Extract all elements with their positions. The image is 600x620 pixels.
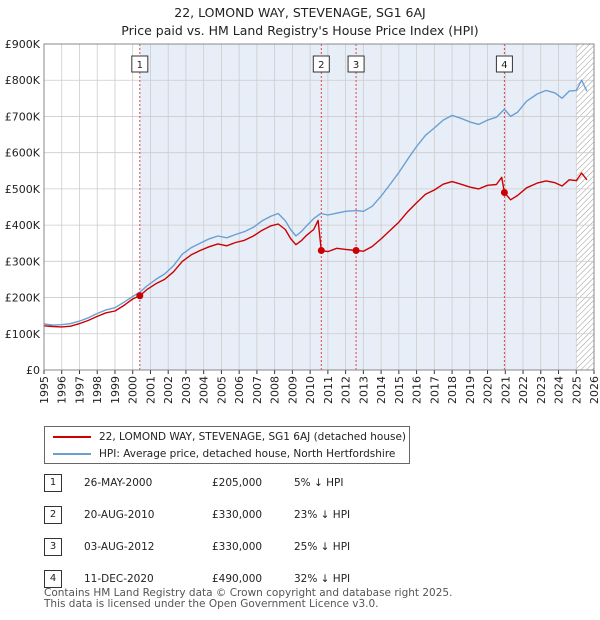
x-tick-label: 2013 bbox=[357, 376, 370, 404]
sale-price: £205,000 bbox=[212, 477, 263, 489]
footer-line-1: Contains HM Land Registry data © Crown c… bbox=[44, 587, 453, 599]
x-tick-label: 2019 bbox=[464, 376, 477, 404]
sale-dot bbox=[317, 246, 325, 254]
x-tick-label: 2024 bbox=[553, 376, 566, 404]
sale-label-text: 1 bbox=[137, 60, 143, 71]
x-tick-label: 2003 bbox=[180, 376, 193, 404]
chart-title: 22, LOMOND WAY, STEVENAGE, SG1 6AJ Price… bbox=[0, 4, 600, 40]
hpi-line bbox=[43, 79, 588, 326]
sale-number: 1 bbox=[44, 474, 62, 492]
sale-dots bbox=[136, 189, 508, 300]
x-tick-label: 2022 bbox=[517, 376, 530, 404]
x-tick-label: 2011 bbox=[322, 376, 335, 404]
sale-number: 4 bbox=[44, 570, 62, 588]
x-tick-label: 2025 bbox=[570, 376, 583, 404]
plot-background bbox=[44, 44, 594, 370]
sale-label-text: 3 bbox=[353, 60, 359, 71]
legend-label-property: 22, LOMOND WAY, STEVENAGE, SG1 6AJ (deta… bbox=[99, 431, 407, 443]
sale-row: 4 11-DEC-2020 £490,000 32% ↓ HPI bbox=[44, 570, 424, 588]
x-tick-label: 2014 bbox=[375, 376, 388, 404]
sale-price: £330,000 bbox=[212, 541, 263, 553]
sale-row: 2 20-AUG-2010 £330,000 23% ↓ HPI bbox=[44, 506, 424, 524]
legend-swatch-property bbox=[53, 436, 91, 438]
x-tick-label: 2012 bbox=[340, 376, 353, 404]
x-tick-label: 2010 bbox=[304, 376, 317, 404]
footer-line-2: This data is licensed under the Open Gov… bbox=[44, 598, 379, 610]
y-tick-label: £600K bbox=[5, 147, 41, 160]
sale-dot bbox=[352, 246, 360, 254]
legend-item-property: 22, LOMOND WAY, STEVENAGE, SG1 6AJ (deta… bbox=[53, 429, 406, 445]
y-tick-label: £700K bbox=[5, 110, 41, 123]
x-tick-label: 2023 bbox=[535, 376, 548, 404]
legend-label-hpi: HPI: Average price, detached house, Nort… bbox=[99, 448, 396, 460]
x-tick-label: 2009 bbox=[286, 376, 299, 404]
title-line-1: 22, LOMOND WAY, STEVENAGE, SG1 6AJ bbox=[174, 5, 426, 20]
x-tick-label: 2002 bbox=[162, 376, 175, 404]
shaded-period bbox=[139, 44, 577, 370]
x-tick-label: 2000 bbox=[127, 376, 140, 404]
sale-dot bbox=[500, 189, 508, 197]
y-tick-label: £900K bbox=[5, 38, 41, 51]
sale-date: 20-AUG-2010 bbox=[84, 509, 155, 521]
y-tick-label: £0 bbox=[26, 364, 40, 377]
sale-date: 03-AUG-2012 bbox=[84, 541, 155, 553]
plot-frame bbox=[43, 43, 595, 371]
sale-price: £330,000 bbox=[212, 509, 263, 521]
title-line-2: Price paid vs. HM Land Registry's House … bbox=[121, 23, 479, 38]
sale-label-box bbox=[495, 55, 513, 73]
sale-date: 11-DEC-2020 bbox=[84, 573, 154, 585]
y-tick-label: £800K bbox=[5, 74, 41, 87]
x-tick-label: 1999 bbox=[109, 376, 122, 404]
sale-label-box bbox=[131, 55, 149, 73]
sale-hpi-diff: 23% ↓ HPI bbox=[294, 509, 351, 521]
y-axis: £0 £100K £200K £300K £400K £500K £600K £700K £80… bbox=[5, 38, 41, 377]
sale-dot bbox=[136, 292, 144, 300]
x-tick-label: 2018 bbox=[446, 376, 459, 404]
sale-label-text: 4 bbox=[501, 60, 507, 71]
sale-date: 26-MAY-2000 bbox=[84, 477, 153, 489]
x-tick-label: 2021 bbox=[499, 376, 512, 404]
sale-label-box bbox=[347, 55, 365, 73]
sale-row: 3 03-AUG-2012 £330,000 25% ↓ HPI bbox=[44, 538, 424, 556]
sale-price: £490,000 bbox=[212, 573, 263, 585]
x-tick-label: 2007 bbox=[251, 376, 264, 404]
y-tick-label: £400K bbox=[5, 219, 41, 232]
sale-hpi-diff: 5% ↓ HPI bbox=[294, 477, 344, 489]
forecast-hatch bbox=[576, 44, 594, 370]
x-tick-label: 2015 bbox=[393, 376, 406, 404]
x-tick-label: 1998 bbox=[91, 376, 104, 404]
sale-row: 1 26-MAY-2000 £205,000 5% ↓ HPI bbox=[44, 474, 424, 492]
x-tick-label: 2006 bbox=[233, 376, 246, 404]
footer-attribution: Contains HM Land Registry data © Crown c… bbox=[44, 588, 452, 610]
x-tick-label: 1995 bbox=[38, 376, 51, 404]
grid-lines bbox=[43, 43, 595, 371]
x-axis: 1995 1996 1997 1998 1999 2000 2001 2002 2003 2004… bbox=[38, 43, 600, 404]
legend-swatch-hpi bbox=[53, 453, 91, 455]
x-tick-label: 2001 bbox=[144, 376, 157, 404]
legend-item-hpi: HPI: Average price, detached house, Nort… bbox=[53, 446, 395, 462]
x-tick-label: 2026 bbox=[588, 376, 600, 404]
x-tick-label: 2017 bbox=[428, 376, 441, 404]
price-chart: 1 2 3 4 £0 £100K £200K £300K £400K £500K £600K £70… bbox=[5, 38, 600, 404]
sale-hpi-diff: 32% ↓ HPI bbox=[294, 573, 351, 585]
x-tick-label: 2016 bbox=[411, 376, 424, 404]
legend: 22, LOMOND WAY, STEVENAGE, SG1 6AJ (deta… bbox=[44, 426, 410, 464]
sale-hpi-diff: 25% ↓ HPI bbox=[294, 541, 351, 553]
sale-label-boxes: 1 2 3 4 bbox=[131, 55, 513, 73]
sale-label-text: 2 bbox=[318, 60, 324, 71]
x-tick-label: 2005 bbox=[215, 376, 228, 404]
sale-number: 3 bbox=[44, 538, 62, 556]
x-tick-label: 2004 bbox=[198, 376, 211, 404]
x-tick-label: 2008 bbox=[269, 376, 282, 404]
x-tick-label: 1997 bbox=[73, 376, 86, 404]
x-tick-label: 1996 bbox=[56, 376, 69, 404]
x-tick-label: 2020 bbox=[482, 376, 495, 404]
sale-label-box bbox=[312, 55, 330, 73]
y-tick-label: £200K bbox=[5, 292, 41, 305]
y-tick-label: £300K bbox=[5, 255, 41, 268]
y-tick-label: £500K bbox=[5, 183, 41, 196]
sale-number: 2 bbox=[44, 506, 62, 524]
y-tick-label: £100K bbox=[5, 328, 41, 341]
